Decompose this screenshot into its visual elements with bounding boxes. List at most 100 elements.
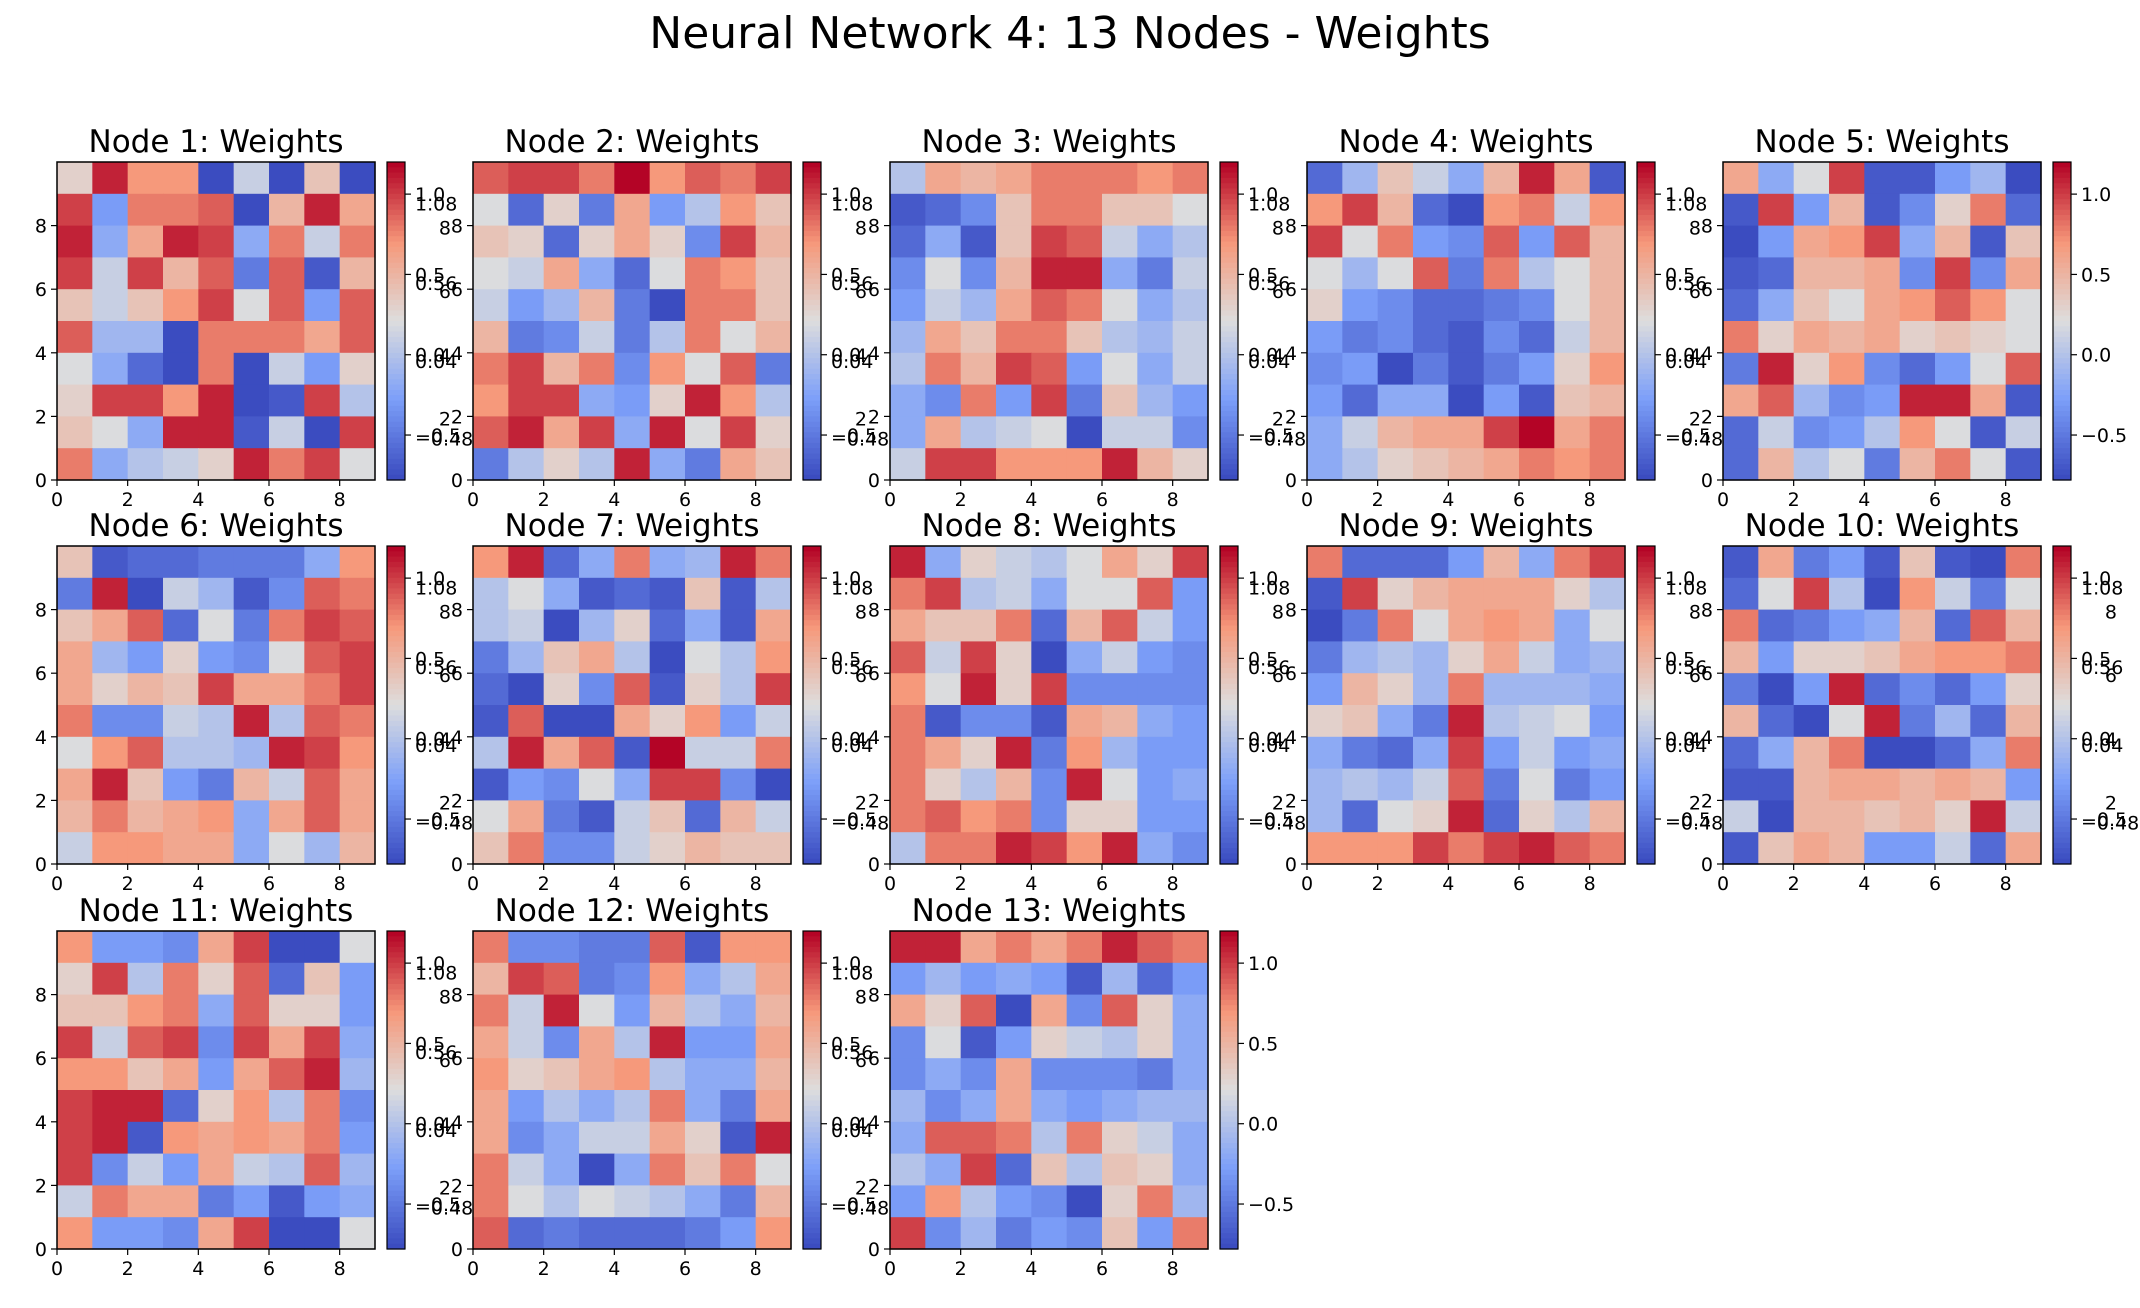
colorbar-segment: [1220, 678, 1238, 685]
heatmap-cell: [473, 931, 509, 964]
colorbar-segment: [803, 572, 821, 579]
x-tick-label: 4: [1442, 873, 1454, 895]
heatmap-cell: [473, 1026, 509, 1059]
colorbar-segment: [1220, 1180, 1238, 1186]
y-tick-label: 0: [868, 854, 880, 876]
axes-frame: [1722, 161, 2042, 481]
colorbar-segment: [387, 241, 405, 248]
heatmap-cell: [614, 225, 651, 258]
heatmap-cell: [508, 1058, 545, 1091]
heatmap-cell: [1483, 641, 1520, 674]
heatmap-cell: [1899, 609, 1936, 642]
heatmap-cell: [1519, 768, 1555, 801]
heatmap-cell: [579, 162, 615, 195]
colorbar-overlay-label: −0.48: [415, 1198, 473, 1220]
heatmap-cell: [1935, 577, 1971, 611]
heatmap-cell: [614, 962, 651, 996]
colorbar-segment: [1220, 1074, 1238, 1080]
colorbar-tick-label: −0.5: [2081, 809, 2127, 831]
colorbar-segment: [1220, 474, 1238, 481]
colorbar-segment: [803, 199, 821, 205]
panel-title: Node 9: Weights: [1339, 508, 1594, 544]
colorbar-segment: [1220, 1105, 1238, 1112]
colorbar-overlay-label: 0.56: [2081, 657, 2123, 679]
heatmap-cell: [269, 1185, 305, 1218]
heatmap-cell: [127, 673, 164, 706]
heatmap-cell: [269, 641, 305, 674]
overlay-tick-label: 6: [1272, 281, 1284, 303]
colorbar-segment: [803, 379, 821, 386]
heatmap-cell: [57, 352, 93, 386]
y-tick-label: 8: [1285, 600, 1297, 622]
colorbar-segment: [803, 374, 821, 380]
heatmap-cell: [127, 384, 164, 417]
y-tick-label: 0: [35, 854, 47, 876]
heatmap-cell: [579, 1217, 615, 1250]
heatmap-cell: [1307, 705, 1343, 738]
heatmap-cell: [233, 1121, 270, 1155]
heatmap-cell: [1589, 577, 1626, 611]
heatmap-cell: [720, 705, 757, 738]
colorbar-segment: [387, 395, 405, 402]
colorbar-segment: [803, 1143, 821, 1149]
colorbar-segment: [2053, 572, 2071, 579]
heatmap-cell: [996, 832, 1032, 865]
heatmap-cell: [1137, 1026, 1174, 1059]
x-tick-label: 0: [51, 489, 63, 511]
heatmap-cell: [233, 641, 270, 674]
colorbar-segment: [803, 957, 821, 964]
colorbar-segment: [387, 994, 405, 1001]
heatmap-cell: [1413, 673, 1449, 706]
heatmap-cell: [473, 225, 509, 258]
colorbar-segment: [1637, 694, 1655, 701]
colorbar-segment: [1220, 379, 1238, 386]
heatmap-cell: [57, 609, 93, 642]
heatmap-cell: [1554, 257, 1591, 290]
heatmap-cell: [755, 448, 792, 481]
axes-frame: [889, 161, 1209, 481]
colorbar-segment: [1637, 395, 1655, 402]
colorbar-segment: [1637, 458, 1655, 465]
heatmap-cell: [1793, 321, 1830, 354]
heatmap-cell: [1137, 1090, 1174, 1123]
colorbar-segment: [1220, 220, 1238, 227]
colorbar-segment: [1220, 720, 1238, 727]
colorbar-segment: [803, 821, 821, 828]
overlay-tick-label: 8: [439, 218, 451, 240]
heatmap-cell: [198, 416, 235, 449]
x-tick-label: 4: [1025, 873, 1037, 895]
colorbar-segment: [2053, 736, 2071, 743]
colorbar-segment: [1220, 758, 1238, 764]
colorbar-segment: [2053, 593, 2071, 600]
heatmap-cell: [1413, 162, 1449, 195]
colorbar-segment: [1220, 1238, 1238, 1245]
colorbar-segment: [803, 662, 821, 669]
heatmap-cell: [473, 321, 509, 354]
heatmap-cell: [198, 289, 235, 322]
colorbar-segment: [803, 795, 821, 801]
heatmap-cell: [163, 1217, 199, 1250]
colorbar-segment: [803, 1021, 821, 1027]
colorbar-segment: [387, 1116, 405, 1123]
colorbar-segment: [803, 1164, 821, 1171]
colorbar-segment: [387, 299, 405, 306]
heatmap-cell: [543, 162, 580, 195]
x-tick-label: 0: [884, 873, 896, 895]
heatmap-cell: [92, 768, 129, 801]
heatmap-cell: [1793, 352, 1830, 386]
colorbar-segment: [1637, 220, 1655, 227]
heatmap-cell: [614, 321, 651, 354]
colorbar-segment: [1220, 1052, 1238, 1059]
heatmap-cell: [1554, 321, 1591, 354]
heatmap-cell: [1554, 546, 1591, 579]
y-tick-label: 0: [451, 854, 463, 876]
colorbar-frame: [1219, 161, 1239, 481]
colorbar-segment: [1220, 646, 1238, 653]
colorbar-segment: [803, 747, 821, 754]
colorbar-segment: [803, 389, 821, 396]
heatmap-cell: [579, 546, 615, 579]
colorbar-segment: [387, 957, 405, 964]
colorbar-segment: [1220, 241, 1238, 248]
heatmap-cell: [92, 289, 129, 322]
colorbar-segment: [803, 405, 821, 412]
